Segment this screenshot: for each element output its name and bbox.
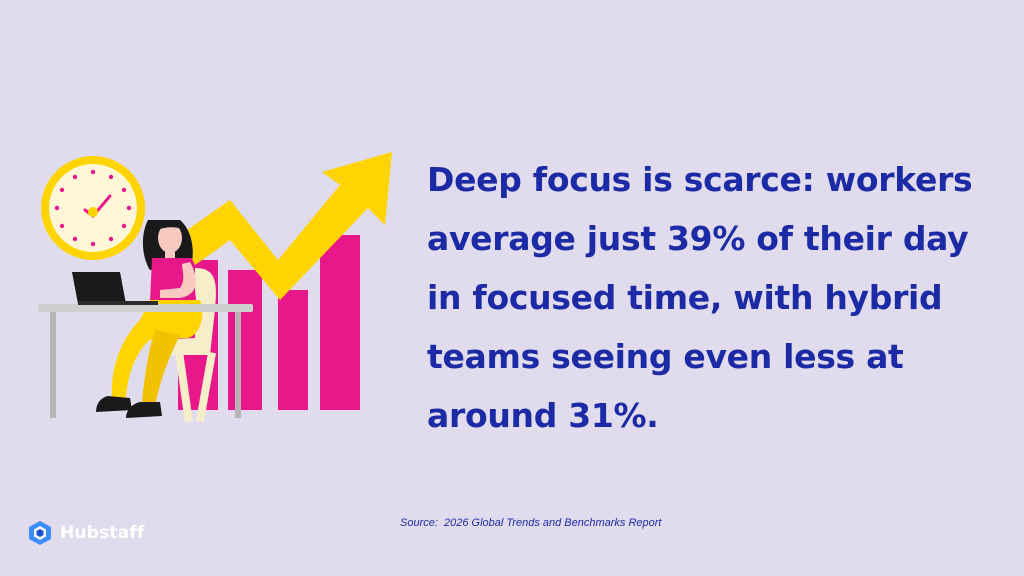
laptop-icon <box>72 272 158 305</box>
hubstaff-logo-icon <box>29 521 51 545</box>
source-citation: Source: 2026 Global Trends and Benchmark… <box>400 517 662 529</box>
person-illustration <box>96 220 203 418</box>
clock-icon <box>41 156 145 260</box>
headline: Deep focus is scarce: workers average ju… <box>427 150 1007 445</box>
headline-line: around 31%. <box>427 396 659 435</box>
brand-logo: Hubstaff <box>28 519 145 547</box>
headline-line: teams seeing even less at <box>427 337 904 376</box>
brand-name: Hubstaff <box>60 523 145 543</box>
chair <box>158 268 217 423</box>
bar-4 <box>320 235 360 410</box>
illustration <box>38 152 392 423</box>
growth-arrow-icon <box>180 152 392 300</box>
bar-2 <box>228 270 262 410</box>
bar-3 <box>278 290 308 410</box>
headline-line: Deep focus is scarce: workers <box>427 160 973 199</box>
desk <box>38 304 253 418</box>
headline-line: in focused time, with hybrid <box>427 278 943 317</box>
headline-line: average just 39% of their day <box>427 219 969 258</box>
